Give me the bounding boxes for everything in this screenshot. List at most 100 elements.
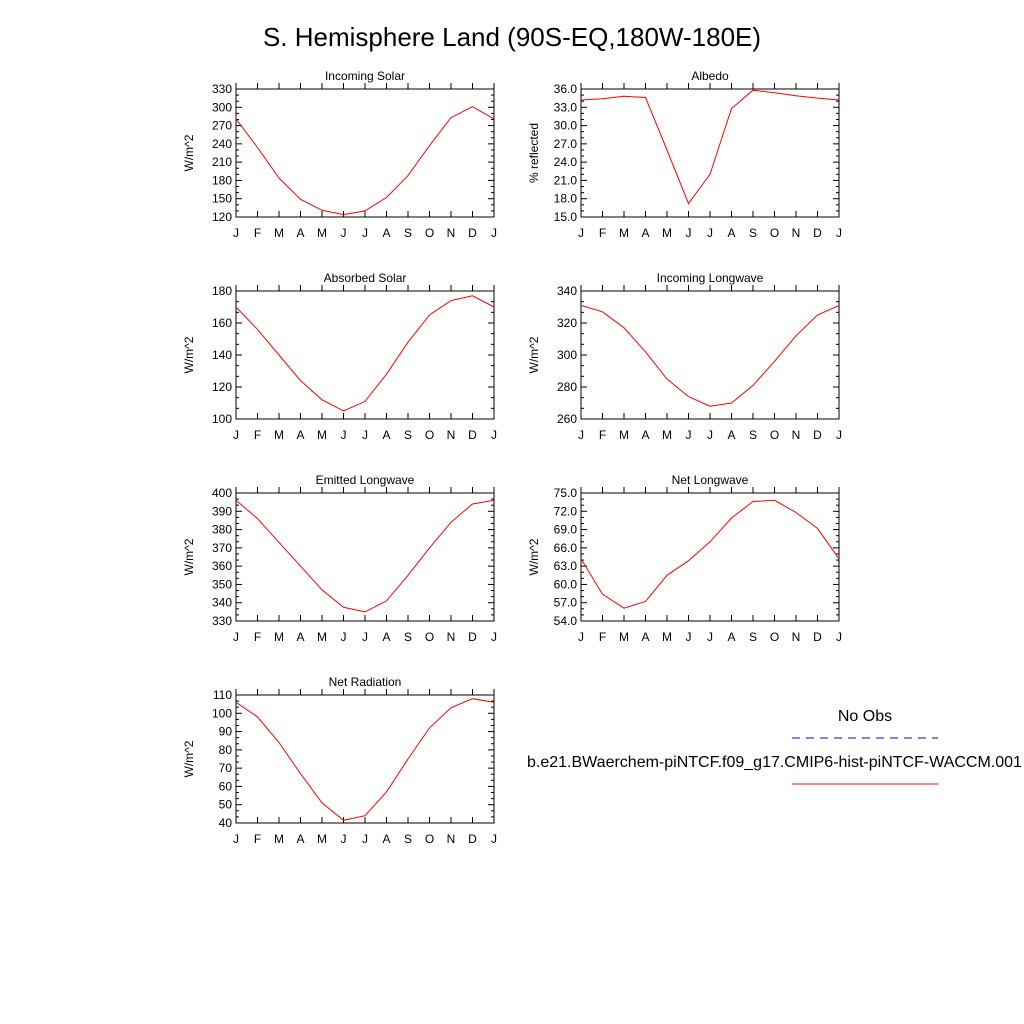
y-tick-label: 90: [219, 725, 233, 739]
x-tick-label: J: [233, 226, 239, 240]
y-tick-label: 240: [212, 137, 232, 151]
x-tick-label: J: [491, 630, 497, 644]
y-axis-label: W/m^2: [527, 538, 541, 575]
x-tick-label: J: [578, 428, 584, 442]
series-line: [580, 89, 840, 205]
x-tick-label: N: [447, 630, 456, 644]
x-tick-label: F: [254, 630, 261, 644]
panels: Incoming Solar W/m^2 330 300 270 240 210 180 150…: [182, 69, 842, 846]
x-tick-label: M: [662, 428, 672, 442]
y-axis-label: W/m^2: [182, 740, 196, 777]
y-tick-label: 140: [212, 348, 232, 362]
panel-net-longwave: Net Longwave W/m^2 75.0 72.0 69.0 66.0 63.0 60.…: [527, 473, 842, 644]
x-tick-label: F: [254, 226, 261, 240]
x-tick-label: J: [836, 630, 842, 644]
series-line: [235, 295, 495, 412]
y-tick-label: 72.0: [554, 504, 578, 518]
x-tick-label: A: [641, 428, 649, 442]
y-tick-label: 63.0: [554, 559, 578, 573]
x-tick-label: J: [362, 428, 368, 442]
x-tick-label: J: [686, 630, 692, 644]
y-tick-label: 50: [219, 798, 233, 812]
panel-emitted-longwave: Emitted Longwave W/m^2 400 390 380 370 360 350 3…: [182, 473, 497, 644]
series-line: [235, 106, 495, 216]
x-tick-label: J: [578, 630, 584, 644]
y-tick-label: 280: [557, 380, 577, 394]
x-tick-label: J: [233, 832, 239, 846]
x-tick-label: O: [425, 226, 434, 240]
x-tick-label: A: [382, 630, 390, 644]
x-tick-label: M: [619, 226, 629, 240]
x-tick-label: J: [341, 630, 347, 644]
y-tick-label: 330: [212, 614, 232, 628]
x-tick-label: A: [727, 630, 735, 644]
y-tick-label: 260: [557, 412, 577, 426]
y-tick-label: 390: [212, 504, 232, 518]
plot-frame: [235, 88, 495, 218]
x-tick-label: J: [341, 832, 347, 846]
x-tick-label: M: [317, 630, 327, 644]
x-tick-label: S: [749, 226, 757, 240]
panel-incoming-solar: Incoming Solar W/m^2 330 300 270 240 210 180 150…: [182, 69, 497, 240]
y-axis-label: % reflected: [527, 123, 541, 183]
plot-frame: [580, 492, 840, 622]
x-tick-label: O: [770, 428, 779, 442]
y-tick-label: 360: [212, 559, 232, 573]
y-tick-label: 30.0: [554, 119, 578, 133]
x-tick-label: J: [578, 226, 584, 240]
y-tick-label: 210: [212, 155, 232, 169]
panel-title: Incoming Solar: [325, 69, 405, 83]
x-tick-label: J: [836, 226, 842, 240]
x-tick-label: F: [254, 428, 261, 442]
x-tick-label: F: [599, 226, 606, 240]
y-tick-label: 350: [212, 577, 232, 591]
y-tick-label: 80: [219, 743, 233, 757]
x-tick-label: M: [662, 630, 672, 644]
x-tick-label: J: [686, 428, 692, 442]
x-tick-label: D: [468, 832, 477, 846]
x-tick-label: D: [468, 630, 477, 644]
x-tick-label: A: [641, 630, 649, 644]
y-tick-label: 150: [212, 192, 232, 206]
plot-frame: [235, 694, 495, 824]
x-tick-label: O: [425, 832, 434, 846]
y-tick-label: 60: [219, 779, 233, 793]
x-tick-label: S: [404, 428, 412, 442]
x-tick-label: M: [274, 832, 284, 846]
x-tick-label: J: [707, 630, 713, 644]
x-tick-label: F: [254, 832, 261, 846]
x-tick-label: M: [274, 226, 284, 240]
x-tick-label: J: [341, 428, 347, 442]
x-tick-label: M: [662, 226, 672, 240]
x-tick-label: A: [382, 832, 390, 846]
x-tick-label: O: [770, 226, 779, 240]
x-tick-label: O: [770, 630, 779, 644]
x-tick-label: D: [813, 630, 822, 644]
x-tick-label: J: [362, 630, 368, 644]
plot-frame: [235, 492, 495, 622]
panel-title: Albedo: [691, 69, 729, 83]
y-tick-label: 120: [212, 210, 232, 224]
x-tick-label: A: [296, 428, 304, 442]
x-tick-label: J: [491, 832, 497, 846]
x-tick-label: M: [619, 428, 629, 442]
y-tick-label: 40: [219, 816, 233, 830]
y-tick-label: 340: [212, 596, 232, 610]
y-tick-label: 24.0: [554, 155, 578, 169]
x-tick-label: J: [836, 428, 842, 442]
plot-frame: [580, 88, 840, 218]
series-line: [580, 499, 840, 609]
x-tick-label: S: [404, 226, 412, 240]
y-tick-label: 340: [557, 284, 577, 298]
series-line: [580, 304, 840, 407]
y-tick-label: 33.0: [554, 100, 578, 114]
x-tick-label: A: [727, 428, 735, 442]
x-tick-label: A: [296, 226, 304, 240]
x-tick-label: D: [468, 226, 477, 240]
x-tick-label: J: [341, 226, 347, 240]
y-tick-label: 180: [212, 173, 232, 187]
y-axis-label: W/m^2: [182, 134, 196, 171]
x-tick-label: M: [274, 630, 284, 644]
x-tick-label: S: [404, 832, 412, 846]
